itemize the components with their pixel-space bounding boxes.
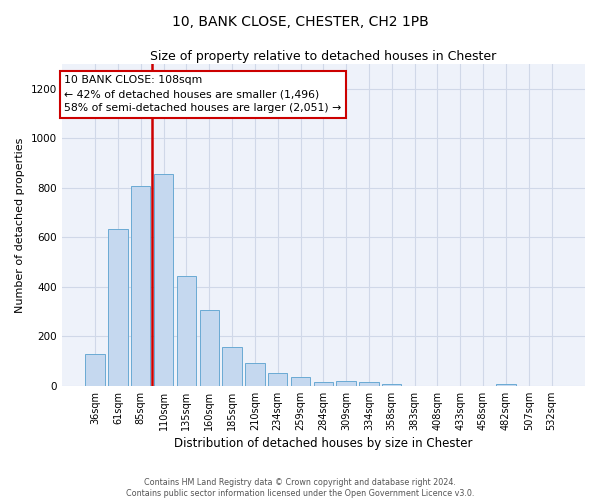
Bar bbox=[268, 374, 287, 386]
X-axis label: Distribution of detached houses by size in Chester: Distribution of detached houses by size … bbox=[174, 437, 473, 450]
Bar bbox=[314, 382, 333, 386]
Text: Contains HM Land Registry data © Crown copyright and database right 2024.
Contai: Contains HM Land Registry data © Crown c… bbox=[126, 478, 474, 498]
Bar bbox=[154, 174, 173, 386]
Bar bbox=[200, 310, 219, 386]
Title: Size of property relative to detached houses in Chester: Size of property relative to detached ho… bbox=[150, 50, 496, 63]
Bar bbox=[177, 276, 196, 386]
Text: 10 BANK CLOSE: 108sqm
← 42% of detached houses are smaller (1,496)
58% of semi-d: 10 BANK CLOSE: 108sqm ← 42% of detached … bbox=[64, 76, 341, 114]
Bar bbox=[131, 186, 151, 386]
Bar bbox=[382, 384, 401, 386]
Bar bbox=[496, 384, 515, 386]
Bar bbox=[85, 354, 105, 386]
Bar bbox=[108, 228, 128, 386]
Bar bbox=[337, 382, 356, 386]
Y-axis label: Number of detached properties: Number of detached properties bbox=[15, 138, 25, 312]
Bar bbox=[291, 376, 310, 386]
Text: 10, BANK CLOSE, CHESTER, CH2 1PB: 10, BANK CLOSE, CHESTER, CH2 1PB bbox=[172, 15, 428, 29]
Bar bbox=[359, 382, 379, 386]
Bar bbox=[223, 347, 242, 386]
Bar bbox=[245, 363, 265, 386]
